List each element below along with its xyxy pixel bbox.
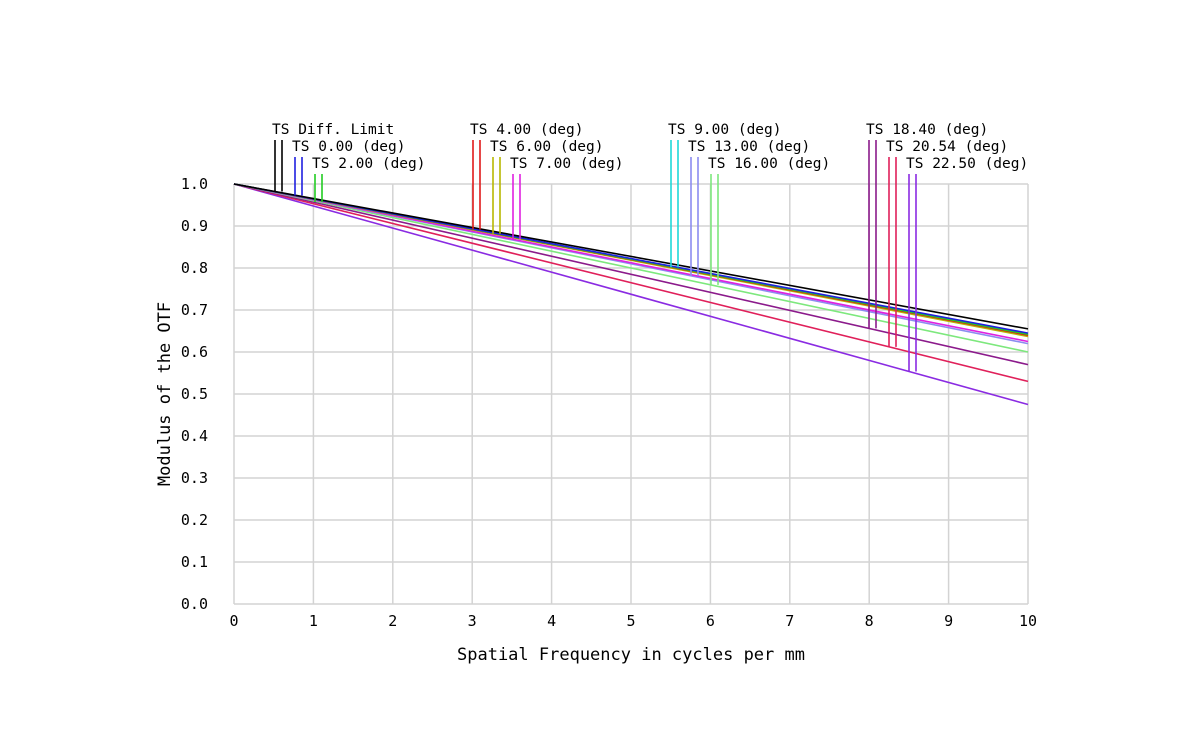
legend-label: TS 4.00 (deg)	[470, 122, 584, 138]
series-line	[233, 183, 1029, 383]
y-tick-label: 0.6	[181, 343, 208, 361]
x-tick-label: 0	[229, 612, 238, 630]
y-tick-label: 0.4	[181, 427, 208, 445]
x-tick-label: 1	[309, 612, 318, 630]
y-tick-label: 0.7	[181, 301, 208, 319]
y-tick-label: 0.3	[181, 469, 208, 487]
y-tick-label: 0.1	[181, 553, 208, 571]
y-tick-label: 1.0	[181, 175, 208, 193]
series-line	[233, 183, 1029, 406]
y-tick-label: 0.0	[181, 595, 208, 613]
legend-label: TS 6.00 (deg)	[490, 139, 604, 155]
legend-label: TS 22.50 (deg)	[906, 156, 1028, 172]
x-tick-label: 5	[626, 612, 635, 630]
x-tick-label: 3	[468, 612, 477, 630]
x-tick-label: 10	[1019, 612, 1037, 630]
x-tick-label: 6	[706, 612, 715, 630]
legend-label: TS 7.00 (deg)	[510, 156, 624, 172]
x-tick-label: 8	[865, 612, 874, 630]
x-tick-label: 2	[388, 612, 397, 630]
legend-label: TS 20.54 (deg)	[886, 139, 1008, 155]
legend-label: TS 13.00 (deg)	[688, 139, 810, 155]
legend-label: TS 16.00 (deg)	[708, 156, 830, 172]
x-axis-title: Spatial Frequency in cycles per mm	[457, 645, 805, 665]
x-tick-label: 4	[547, 612, 556, 630]
x-tick-label: 9	[944, 612, 953, 630]
y-axis-title: Modulus of the OTF	[155, 302, 175, 486]
x-tick-label: 7	[785, 612, 794, 630]
legend-label: TS Diff. Limit	[272, 122, 394, 138]
legend-label: TS 9.00 (deg)	[668, 122, 782, 138]
y-tick-label: 0.9	[181, 217, 208, 235]
y-tick-label: 0.5	[181, 385, 208, 403]
y-tick-label: 0.8	[181, 259, 208, 277]
y-tick-label: 0.2	[181, 511, 208, 529]
legend-label: TS 18.40 (deg)	[866, 122, 988, 138]
legend-label: TS 2.00 (deg)	[312, 156, 426, 172]
legend-label: TS 0.00 (deg)	[292, 139, 406, 155]
